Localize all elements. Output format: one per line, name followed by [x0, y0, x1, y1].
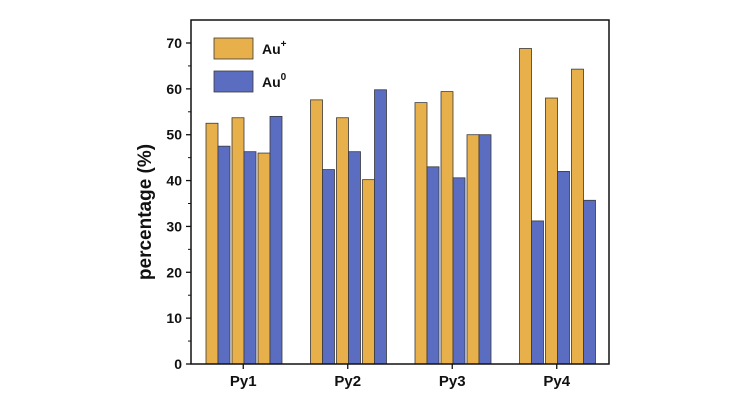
bar-py3-au-zero-1 [426, 166, 440, 365]
axes-layer: Py1 Py2 Py3 Py4 0 10 20 30 40 50 60 70 [166, 19, 610, 390]
bars-layer [205, 48, 596, 365]
y-axis-title: percentage (%) [135, 144, 156, 280]
y-tick-label: 0 [174, 356, 182, 372]
y-tick-label: 50 [166, 127, 182, 143]
bar-py1-au-zero-1 [217, 145, 231, 365]
bar-py4-au-plus-3 [571, 68, 584, 365]
x-tick-label: Py2 [334, 373, 361, 390]
bar-py2-au-plus-3 [362, 179, 375, 365]
legend-swatch-au-plus [213, 37, 254, 60]
x-tick-label: Py1 [230, 373, 257, 390]
bar-py2-au-zero-1 [322, 169, 335, 365]
bar-py4-au-zero-1 [531, 220, 544, 365]
plot-frame [190, 19, 610, 365]
legend-label-au-zero: Au0 [262, 72, 287, 90]
bar-py3-au-zero-2 [452, 177, 466, 365]
bar-py2-au-plus-1 [310, 99, 323, 365]
bar-py1-au-zero-3 [269, 115, 283, 365]
bar-py4-au-zero-3 [583, 199, 596, 365]
legend-label-superscript: 0 [281, 72, 287, 83]
y-tick-label: 20 [166, 264, 182, 280]
bar-py2-au-zero-2 [348, 151, 361, 365]
bar-py1-au-plus-2 [231, 117, 245, 365]
y-tick-label: 60 [166, 81, 182, 97]
bar-py2-au-plus-2 [336, 117, 349, 365]
bar-py1-au-zero-2 [243, 151, 257, 365]
legend-swatch-au-zero [213, 70, 254, 93]
bar-py4-au-plus-1 [519, 48, 532, 365]
bar-py2-au-zero-3 [374, 89, 387, 365]
bar-py3-au-plus-3 [466, 134, 480, 365]
x-tick-label: Py3 [439, 373, 466, 390]
bar-py3-au-zero-3 [478, 134, 492, 365]
bar-py3-au-plus-1 [414, 102, 428, 365]
bar-py1-au-plus-1 [205, 122, 219, 365]
bar-py4-au-zero-2 [557, 170, 570, 365]
y-tick-label: 30 [166, 218, 182, 234]
x-tick-label: Py4 [543, 373, 570, 390]
y-tick-label: 70 [166, 35, 182, 51]
bar-py3-au-plus-2 [440, 91, 454, 365]
bar-py1-au-plus-3 [257, 152, 271, 365]
bar-py4-au-plus-2 [545, 97, 558, 365]
y-tick-label: 40 [166, 173, 182, 189]
legend: Au+ Au0 [213, 37, 287, 93]
y-tick-label: 10 [166, 310, 182, 326]
legend-label-superscript: + [281, 39, 287, 50]
legend-label-au-plus: Au+ [262, 39, 287, 57]
